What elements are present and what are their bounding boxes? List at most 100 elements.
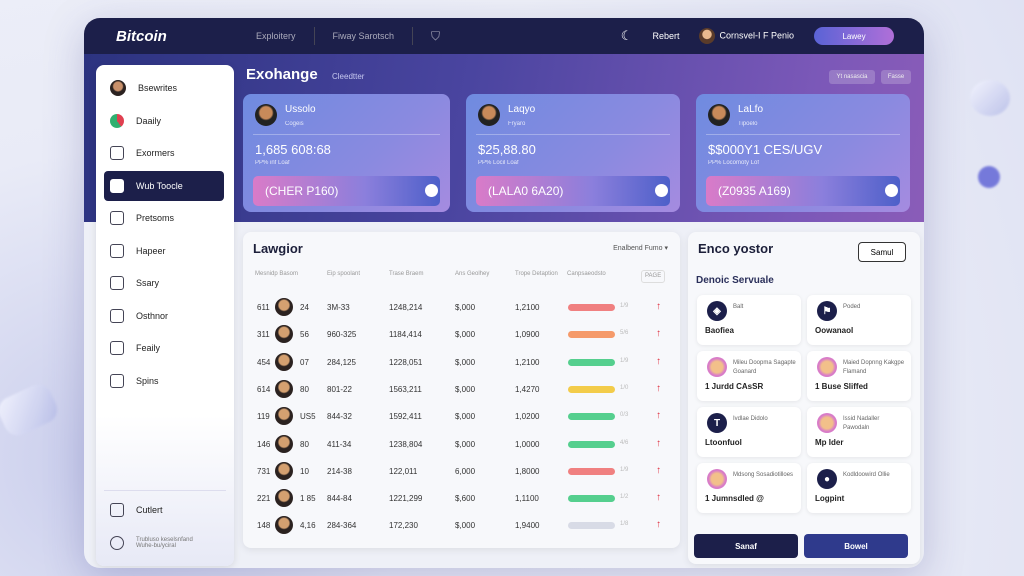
top-button[interactable]: Yt nasascia xyxy=(829,70,875,84)
list-icon xyxy=(110,276,124,290)
service-card[interactable]: Mileu Doopma Sagapte Goanard 1 Jurdd CAsS… xyxy=(697,351,801,401)
column-header[interactable]: Ans Geolhey xyxy=(455,271,490,277)
exit-icon xyxy=(110,503,124,517)
sidebar-item-label: Osthnor xyxy=(136,310,169,321)
cell-small: 1/2 xyxy=(620,494,629,501)
arrow-up-icon[interactable]: ↑ xyxy=(656,410,661,422)
status-pill xyxy=(568,304,615,311)
arrow-up-icon[interactable]: ↑ xyxy=(656,355,661,367)
top-button[interactable]: Fasse xyxy=(881,70,911,84)
card-detail: Ivdlae Didolo xyxy=(733,416,768,422)
card-action-bar[interactable]: (LALA0 6A20) xyxy=(476,176,670,206)
sidebar: Cutlert Trubluso keselsnfand Wuhe-bu/yci… xyxy=(96,65,234,566)
column-header[interactable]: Mesnidp Basom xyxy=(255,271,299,277)
arrow-up-icon[interactable]: ↑ xyxy=(656,519,661,531)
arrow-up-icon[interactable]: ↑ xyxy=(656,328,661,340)
cell: $,000 xyxy=(455,521,476,531)
arrow-up-icon[interactable]: ↑ xyxy=(656,437,661,449)
card-action-bar[interactable]: (Z0935 A169) xyxy=(706,176,900,206)
cell: 3M-33 xyxy=(327,303,350,312)
cell: 1248,214 xyxy=(389,303,423,312)
table-row[interactable]: 611 24 3M-33 1248,214 $,000 1,2100 1/9 ↑ xyxy=(243,294,680,321)
table-row[interactable]: 614 80 801-22 1563,211 $,000 1,4270 1/0 ↑ xyxy=(243,376,680,403)
status-pill xyxy=(568,440,615,448)
sidebar-item-bottom[interactable]: Cutlert xyxy=(104,495,224,525)
secondary-button[interactable]: Bowel xyxy=(804,534,908,558)
sidebar-item[interactable]: Bsewrites xyxy=(104,73,224,103)
header-button[interactable]: Lawey xyxy=(814,27,894,45)
sidebar-item[interactable]: Daaily xyxy=(104,106,224,136)
table-tag[interactable]: PAGE xyxy=(641,270,666,283)
cell: $,000 xyxy=(455,303,476,312)
timer-icon xyxy=(110,308,124,323)
cell-small: 5/6 xyxy=(620,330,629,337)
page-title: Exohange xyxy=(246,66,318,83)
sidebar-item[interactable]: Exormers xyxy=(104,138,224,168)
header-link[interactable]: Rebert xyxy=(652,31,680,41)
sidebar-item[interactable]: Feaily xyxy=(104,333,224,363)
chart-icon xyxy=(110,373,124,388)
sidebar-item[interactable]: Osthnor xyxy=(104,301,224,331)
service-card[interactable]: Mdsong Sosadiotilloes 1 Jumnsdled @ xyxy=(697,463,801,513)
bag-icon[interactable]: ⛉ xyxy=(431,28,441,43)
table-row[interactable]: 148 4,16 284-364 172,230 $,000 1,9400 1/8 ↑ xyxy=(243,512,680,539)
avatar xyxy=(275,407,293,426)
cell: 1563,211 xyxy=(389,384,422,394)
card-action-bar[interactable]: (CHER P160) xyxy=(253,176,440,206)
service-card[interactable]: ● Kodldoowird Ollie Logpint xyxy=(807,463,911,513)
sidebar-item-label: Cutlert xyxy=(136,505,163,515)
table-row[interactable]: 454 07 284,125 1228,051 $,000 1,2100 1/9 ↑ xyxy=(243,349,680,376)
avatar xyxy=(275,352,293,371)
sidebar-item[interactable]: Ssary xyxy=(104,268,224,298)
column-header[interactable]: Canpsaeodsto xyxy=(567,271,606,277)
cell: 1,2100 xyxy=(515,357,540,367)
service-card[interactable]: Maied Dopnng Kakgpe Flamand 1 Buse Sliffe… xyxy=(807,351,911,401)
cell: $,000 xyxy=(455,384,476,394)
sidebar-item[interactable]: Pretsoms xyxy=(104,203,224,233)
table-row[interactable]: 311 56 960-325 1184,414 $,000 1,0900 5/6 ↑ xyxy=(243,321,680,348)
exchange-card[interactable]: Laqyo Fryaro $25,88.80 PP% Locil Loaf (LALA0… xyxy=(466,94,680,212)
toggle-icon[interactable] xyxy=(425,184,438,197)
service-card[interactable]: ⚑ Poded Oowanaol xyxy=(807,295,911,345)
card-name: LaLfo xyxy=(738,104,764,115)
toggle-icon[interactable] xyxy=(655,184,668,197)
service-card[interactable]: ◈ Balt Baofiea xyxy=(697,295,801,345)
primary-button[interactable]: Sanaf xyxy=(694,534,798,558)
exchange-card[interactable]: Ussolo Cogeis 1,685 608:68 PP% inf Loaf (CHE… xyxy=(243,94,450,212)
exchange-card[interactable]: LaLfo Tipoelo $$000Y1 CES/UGV PP% Locomoty … xyxy=(696,94,910,212)
sidebar-item[interactable]: Spins xyxy=(104,366,224,396)
arrow-up-icon[interactable]: ↑ xyxy=(656,301,661,312)
row-id: 311 xyxy=(257,330,270,340)
column-header[interactable]: Trase Braem xyxy=(389,271,424,277)
filter-dropdown[interactable]: Enalbend Fumo ▾ xyxy=(613,244,668,252)
nav-link[interactable]: Exploitery xyxy=(256,31,296,41)
nav-link[interactable]: Fiway Sarotsch xyxy=(332,31,395,41)
service-card[interactable]: Issid Nadaller Pawodaln Mp Ider xyxy=(807,407,911,457)
card-caption: PP% inf Loaf xyxy=(255,160,290,166)
service-card[interactable]: T Ivdlae Didolo Ltoonfuol xyxy=(697,407,801,457)
arrow-up-icon[interactable]: ↑ xyxy=(656,464,661,476)
toggle-icon[interactable] xyxy=(885,184,898,197)
arrow-up-icon[interactable]: ↑ xyxy=(656,382,661,394)
column-header[interactable]: Eip spoolant xyxy=(327,271,361,277)
arrow-up-icon[interactable]: ↑ xyxy=(656,492,661,504)
table-row[interactable]: 119 US5 844-32 1592,411 $,000 1,0200 0/3 ↑ xyxy=(243,403,680,430)
status-pill xyxy=(568,331,615,339)
sidebar-item[interactable]: Hapeer xyxy=(104,236,224,266)
user-menu[interactable]: Cornsvel-I F Penio xyxy=(699,28,794,44)
table-row[interactable]: 146 80 411-34 1238,804 $,000 1,0000 4/6 ↑ xyxy=(243,431,680,458)
card-title: Logpint xyxy=(815,494,845,503)
moon-icon[interactable]: ☾ xyxy=(620,28,633,43)
table-row[interactable]: 221 1 85 844-84 1221,299 $,600 1,1100 1/2 ↑ xyxy=(243,485,680,512)
cell: 1221,299 xyxy=(389,494,423,504)
brand-logo[interactable]: Bitcoin xyxy=(116,27,167,45)
divider xyxy=(706,134,900,135)
user-name: Cornsvel-I F Penio xyxy=(719,30,794,41)
column-header[interactable]: Trope Detaption xyxy=(515,271,558,277)
sidebar-item[interactable]: Wub Toocle xyxy=(104,170,224,201)
cell: 411-34 xyxy=(327,439,352,449)
panel-button[interactable]: Samul xyxy=(858,242,906,262)
avatar-icon xyxy=(707,469,727,489)
avatar xyxy=(708,104,730,126)
table-row[interactable]: 731 10 214-38 122,011 6,000 1,8000 1/9 ↑ xyxy=(243,458,680,485)
